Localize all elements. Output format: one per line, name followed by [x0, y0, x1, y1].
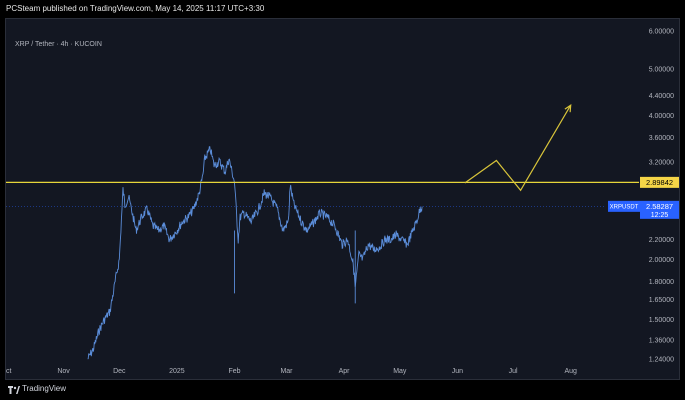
candle-countdown: 12:25 — [651, 212, 669, 219]
time-tick-label: Feb — [228, 368, 240, 375]
time-tick-label: Nov — [57, 368, 70, 375]
price-tick-label: 2.00000 — [649, 257, 674, 264]
symbol-title: XRP / Tether · 4h · KUCOIN — [15, 41, 102, 48]
time-tick-label: Jun — [452, 368, 463, 375]
price-tick-label: 3.60000 — [649, 135, 674, 142]
price-tick-label: 5.00000 — [649, 66, 674, 73]
tradingview-logo-icon — [8, 386, 20, 394]
time-tick-label: May — [393, 368, 407, 375]
publication-header: PCSteam published on TradingView.com, Ma… — [0, 0, 685, 18]
time-tick-label: Oct — [6, 368, 11, 375]
price-tick-label: 1.80000 — [649, 279, 674, 286]
current-symbol-label: XRPUSDT — [610, 205, 639, 211]
current-price-value: 2.58287 — [646, 202, 673, 211]
resistance-price-value: 2.89842 — [646, 178, 673, 187]
price-chart[interactable]: 6.00000 5.00000 4.40000 4.00000 3.60000 3.200… — [6, 19, 679, 379]
price-tick-label: 1.36000 — [649, 337, 674, 344]
tradingview-brand: TradingView — [22, 384, 67, 393]
time-tick-label: Jul — [509, 368, 518, 375]
projection-path[interactable] — [464, 104, 572, 192]
projection-arrowhead — [564, 104, 572, 113]
price-tick-label: 1.50000 — [649, 317, 674, 324]
price-tick-label: 4.40000 — [649, 93, 674, 100]
price-tick-label: 1.65000 — [649, 297, 674, 304]
time-tick-label: 2025 — [169, 368, 185, 375]
chart-panel[interactable]: XRP / Tether · 4h · KUCOIN 6.00000 5.0000… — [5, 18, 680, 380]
publication-text: PCSteam published on TradingView.com, Ma… — [6, 4, 265, 13]
resistance-price-badge: 2.89842 — [640, 176, 679, 188]
time-tick-label: Mar — [280, 368, 293, 375]
price-series-line — [87, 146, 423, 360]
time-tick-label: Aug — [564, 368, 577, 375]
time-tick-label: Apr — [339, 368, 351, 375]
time-tick-label: Dec — [113, 368, 126, 375]
footer: TradingView — [0, 380, 685, 400]
price-tick-label: 4.00000 — [649, 113, 674, 120]
price-tick-label: 2.20000 — [649, 237, 674, 244]
price-tick-label: 1.24000 — [649, 357, 674, 364]
price-tick-label: 6.00000 — [649, 29, 674, 36]
price-tick-label: 3.20000 — [649, 159, 674, 166]
